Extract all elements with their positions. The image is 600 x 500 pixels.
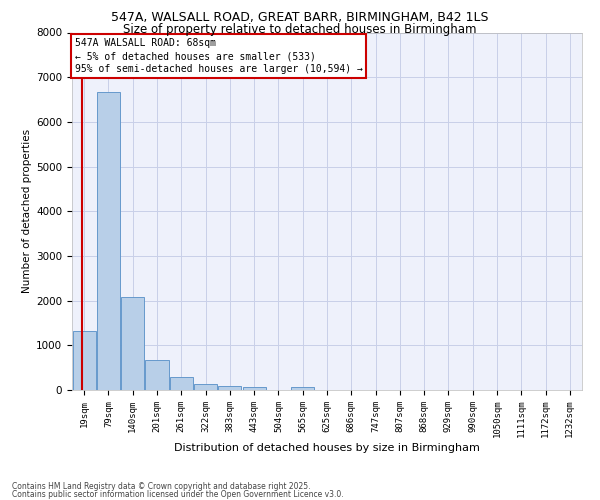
X-axis label: Distribution of detached houses by size in Birmingham: Distribution of detached houses by size … (174, 443, 480, 453)
Text: 547A, WALSALL ROAD, GREAT BARR, BIRMINGHAM, B42 1LS: 547A, WALSALL ROAD, GREAT BARR, BIRMINGH… (111, 11, 489, 24)
Text: Contains HM Land Registry data © Crown copyright and database right 2025.: Contains HM Land Registry data © Crown c… (12, 482, 311, 491)
Bar (291, 387, 314, 390)
Bar (194, 384, 217, 390)
Bar (242, 388, 266, 390)
Text: 547A WALSALL ROAD: 68sqm
← 5% of detached houses are smaller (533)
95% of semi-d: 547A WALSALL ROAD: 68sqm ← 5% of detache… (74, 38, 362, 74)
Text: Size of property relative to detached houses in Birmingham: Size of property relative to detached ho… (123, 22, 477, 36)
Bar (97, 92, 120, 390)
Bar (218, 386, 241, 390)
Bar (170, 376, 193, 390)
Bar (73, 332, 95, 390)
Bar (121, 296, 144, 390)
Bar (145, 360, 169, 390)
Y-axis label: Number of detached properties: Number of detached properties (22, 129, 32, 294)
Text: Contains public sector information licensed under the Open Government Licence v3: Contains public sector information licen… (12, 490, 344, 499)
